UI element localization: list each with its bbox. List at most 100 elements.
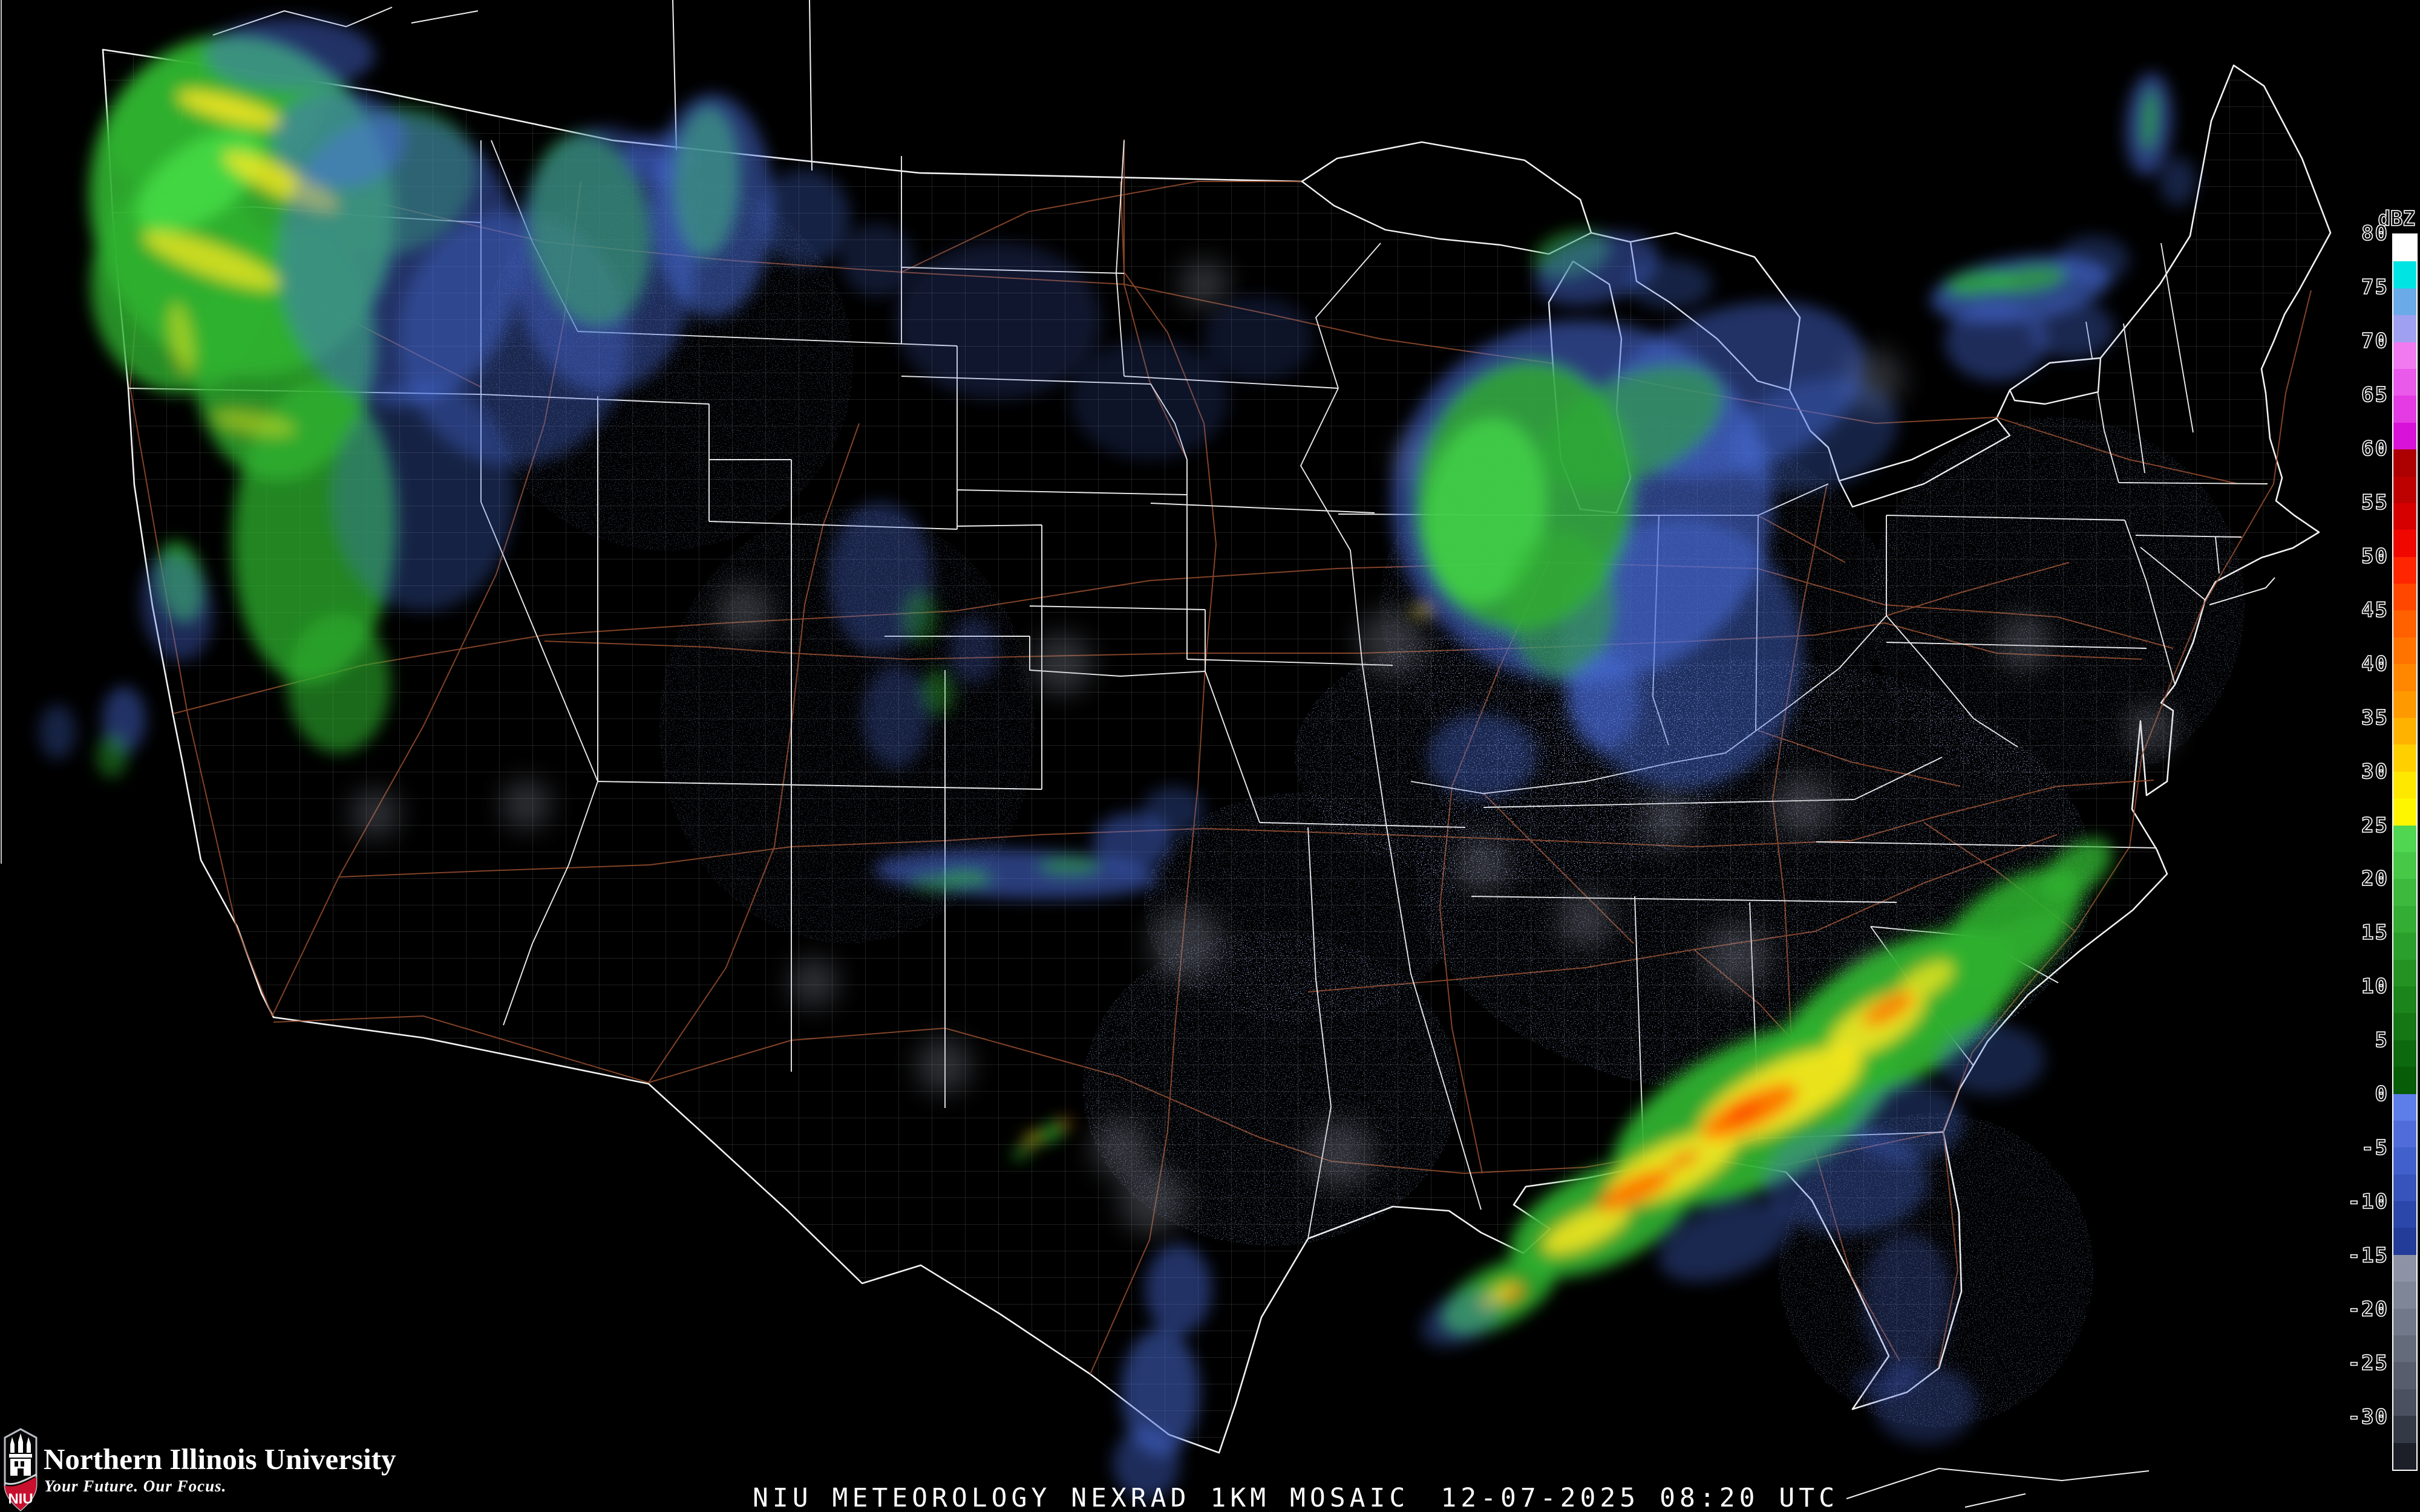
dbz-tick-label: 35 bbox=[2361, 705, 2389, 731]
clutter-blob bbox=[1455, 838, 1509, 892]
dbz-tick-label: 40 bbox=[2361, 651, 2389, 677]
dbz-scale-segment bbox=[2393, 476, 2416, 503]
clutter-blob bbox=[1180, 260, 1228, 308]
cuba-coast bbox=[1846, 1467, 2150, 1508]
dbz-tick-label: -15 bbox=[2347, 1243, 2389, 1268]
radar-echo bbox=[1627, 260, 1712, 308]
radar-echo bbox=[1071, 339, 1228, 460]
clutter-blob bbox=[1640, 792, 1694, 847]
radar-echo bbox=[1897, 960, 1954, 1002]
dbz-scale-segment bbox=[2393, 1442, 2416, 1470]
dbz-scale-segment bbox=[2393, 556, 2416, 584]
dbz-scale-segment bbox=[2393, 1093, 2416, 1121]
clutter-blob bbox=[2127, 705, 2175, 753]
radar-echo bbox=[1428, 714, 1537, 798]
dbz-tick-label: 30 bbox=[2361, 759, 2389, 784]
radar-echo bbox=[1659, 1200, 1792, 1282]
dbz-tick-label: 65 bbox=[2361, 382, 2389, 408]
radar-echo bbox=[143, 231, 281, 289]
radar-echo bbox=[2160, 157, 2196, 206]
radar-echo bbox=[901, 590, 938, 644]
dbz-scale-segment bbox=[2393, 879, 2416, 906]
radar-echo bbox=[1421, 1290, 1501, 1347]
lake-ontario bbox=[2009, 357, 2102, 405]
dbz-tick-label: 20 bbox=[2361, 867, 2389, 892]
radar-echo bbox=[1412, 606, 1431, 616]
dbz-scale-segment bbox=[2393, 422, 2416, 450]
castle-icon bbox=[9, 1433, 32, 1476]
radar-echo bbox=[1025, 1133, 1038, 1144]
dbz-scale-segment bbox=[2393, 1362, 2416, 1389]
dbz-tick-label: 80 bbox=[2361, 221, 2389, 246]
radar-echo bbox=[140, 555, 213, 661]
clutter-blob bbox=[1307, 1121, 1373, 1187]
clutter-blob bbox=[1119, 1167, 1186, 1234]
radar-echo bbox=[287, 614, 390, 753]
dbz-tick-label: 55 bbox=[2361, 490, 2389, 515]
dbz-tick-label: -30 bbox=[2347, 1404, 2389, 1430]
radar-echo bbox=[862, 665, 929, 768]
dbz-scale-segment bbox=[2393, 584, 2416, 611]
radar-echo bbox=[895, 242, 1101, 399]
clutter-blob bbox=[1773, 775, 1833, 836]
university-name: Northern Illinois University bbox=[44, 1442, 396, 1476]
radar-echo bbox=[1853, 1362, 1920, 1398]
radar-echo bbox=[1666, 1150, 1700, 1170]
clutter-blob bbox=[1150, 907, 1222, 980]
dbz-scale-segment bbox=[2393, 288, 2416, 316]
radar-echo bbox=[1506, 532, 1615, 677]
dbz-tick-label: 5 bbox=[2375, 1028, 2389, 1054]
radar-echo bbox=[177, 90, 283, 128]
radar-echo bbox=[841, 224, 914, 296]
dbz-tick-label: 10 bbox=[2361, 974, 2389, 1000]
dbz-scale-segment bbox=[2393, 396, 2416, 423]
dbz-tick-label: 15 bbox=[2361, 921, 2389, 946]
dbz-scale-segment bbox=[2393, 261, 2416, 288]
product-title: NIU METEOROLOGY NEXRAD 1KM MOSAIC bbox=[753, 1483, 1410, 1512]
shield-acronym: NIU bbox=[8, 1491, 33, 1507]
university-tagline: Your Future. Our Focus. bbox=[44, 1477, 227, 1495]
dbz-scale bbox=[2392, 233, 2418, 1471]
radar-echo bbox=[950, 617, 998, 683]
dbz-scale-segment bbox=[2393, 1228, 2416, 1255]
dbz-scale-segment bbox=[2393, 1308, 2416, 1336]
dbz-tick-label: -5 bbox=[2361, 1135, 2389, 1161]
radar-echo bbox=[2041, 838, 2112, 901]
radar-echo bbox=[1204, 296, 1313, 381]
clutter-blob bbox=[1558, 892, 1612, 947]
radar-echo bbox=[96, 734, 128, 778]
dbz-scale-segment bbox=[2393, 959, 2416, 986]
footer-product-line: NIU METEOROLOGY NEXRAD 1KM MOSAIC 12-07-2… bbox=[753, 1483, 1839, 1512]
radar-echo bbox=[272, 91, 405, 187]
radar-echo bbox=[1502, 1285, 1525, 1301]
dbz-scale-segment bbox=[2393, 691, 2416, 719]
radar-echo bbox=[2141, 88, 2158, 151]
dbz-tick-label: -10 bbox=[2347, 1189, 2389, 1214]
dbz-scale-segment bbox=[2393, 986, 2416, 1014]
radar-echo bbox=[212, 410, 296, 437]
radar-echo bbox=[169, 302, 194, 375]
radar-echo bbox=[333, 381, 514, 611]
radar-echo bbox=[652, 94, 773, 318]
dbz-scale-segment bbox=[2393, 342, 2416, 369]
dbz-scale-segment bbox=[2393, 315, 2416, 342]
shield-red-field bbox=[5, 1477, 36, 1510]
radar-echo bbox=[2057, 236, 2130, 284]
dbz-scale-segment bbox=[2393, 718, 2416, 745]
dbz-unit-label: dBZ bbox=[2378, 206, 2416, 232]
dbz-scale-segment bbox=[2393, 745, 2416, 772]
clutter-blob bbox=[1358, 609, 1425, 676]
radar-echo bbox=[1543, 364, 1724, 489]
dbz-scale-segment bbox=[2393, 798, 2416, 826]
dbz-scale-segment bbox=[2393, 1040, 2416, 1067]
radar-echo bbox=[1938, 1025, 2045, 1095]
dbz-scale-segment bbox=[2393, 1254, 2416, 1282]
niu-shield-logo: NIU bbox=[4, 1428, 38, 1511]
clutter-blob bbox=[502, 780, 551, 829]
dbz-tick-label: -25 bbox=[2347, 1351, 2389, 1376]
radar-echo bbox=[759, 169, 850, 266]
radar-echo bbox=[1988, 265, 2068, 294]
dbz-scale-segment bbox=[2393, 1201, 2416, 1228]
